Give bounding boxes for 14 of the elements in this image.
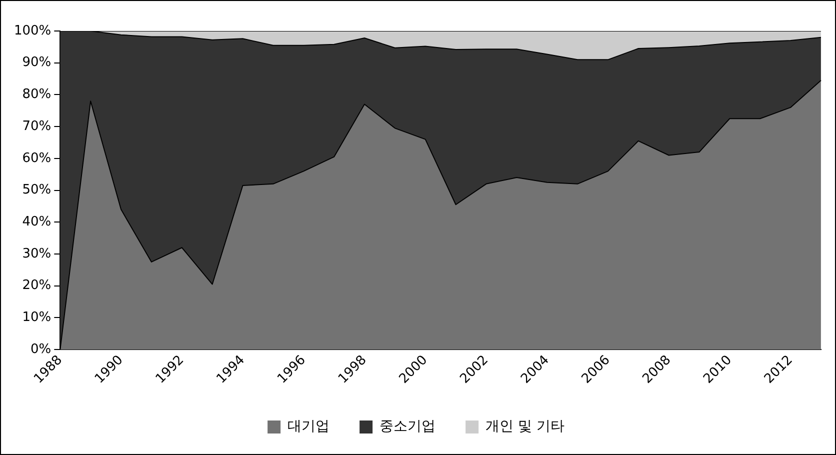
legend-label: 개인 및 기타 xyxy=(486,418,564,435)
y-tick-label: 100% xyxy=(14,23,52,38)
y-tick-label: 60% xyxy=(22,150,52,166)
y-tick-label: 40% xyxy=(22,214,52,230)
y-tick-label: 20% xyxy=(22,278,52,294)
y-tick-label: 50% xyxy=(22,182,52,198)
y-tick-label: 10% xyxy=(22,310,52,326)
y-tick-label: 0% xyxy=(30,342,52,357)
y-tick-label: 30% xyxy=(22,246,52,262)
y-tick-label: 90% xyxy=(22,55,52,70)
legend-label: 대기업 xyxy=(288,418,330,435)
y-tick-label: 80% xyxy=(22,87,52,102)
y-tick-label: 70% xyxy=(22,118,52,134)
legend-label: 중소기업 xyxy=(380,418,436,435)
